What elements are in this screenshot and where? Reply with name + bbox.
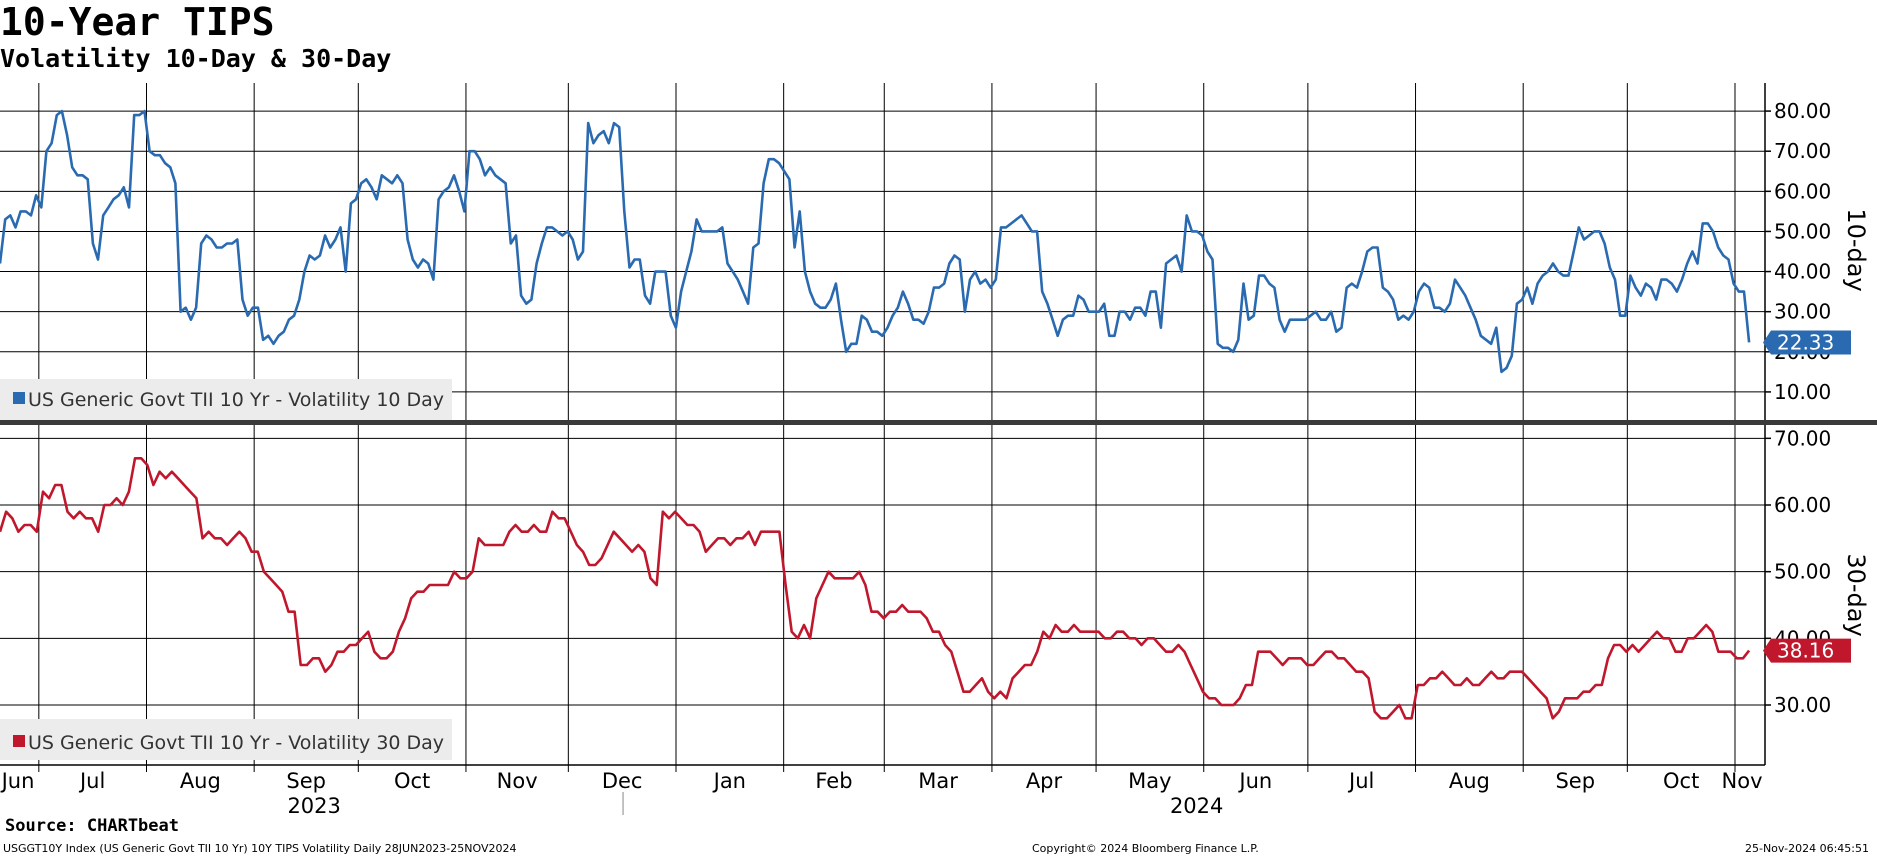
x-month-label: Nov: [1722, 769, 1763, 793]
top-y-tick-label: 60.00: [1774, 179, 1831, 203]
top-y-tick-label: 50.00: [1774, 219, 1831, 243]
x-axis: Jun Jul Aug Sep Oct Nov Dec Jan Feb Mar Apr May Jun J…: [0, 765, 1763, 818]
x-month-label: Feb: [815, 769, 852, 793]
top-y-tick-label: 40.00: [1774, 260, 1831, 284]
chart-area: US Generic Govt TII 10 Yr - Volatility 1…: [0, 83, 1877, 818]
x-month-label: Jul: [1347, 769, 1374, 793]
bottom-vertical-gridlines: [38, 425, 1736, 765]
bottom-y-tick-label: 70.00: [1774, 426, 1831, 450]
top-last-value-badge: 22.33: [1763, 330, 1851, 355]
x-year-label: 2023: [287, 794, 340, 818]
x-month-label: Oct: [394, 769, 430, 793]
x-month-label: Aug: [180, 769, 221, 793]
top-legend-background: [0, 379, 452, 420]
bottom-series-line: [0, 456, 1751, 720]
bottom-y-tick-label: 30.00: [1774, 693, 1831, 717]
panel-separator: [0, 420, 1877, 425]
top-y-axis-label: 10-day: [1842, 208, 1870, 291]
x-month-label: Jan: [712, 769, 746, 793]
copyright-note: Copyright© 2024 Bloomberg Finance L.P.: [1032, 842, 1259, 855]
bottom-legend-background: [0, 719, 452, 760]
top-legend: US Generic Govt TII 10 Yr - Volatility 1…: [0, 379, 452, 420]
top-y-tick-label: 70.00: [1774, 139, 1831, 163]
x-month-label: Aug: [1449, 769, 1490, 793]
x-month-label: Oct: [1663, 769, 1699, 793]
top-last-value-badge-shape: [1763, 330, 1851, 355]
bottom-horizontal-gridlines: [0, 437, 1765, 706]
source-note: Source: CHARTbeat: [5, 816, 179, 836]
bottom-y-tick-label: 50.00: [1774, 560, 1831, 584]
top-last-value-badge-text: 22.33: [1777, 330, 1834, 354]
top-panel: US Generic Govt TII 10 Yr - Volatility 1…: [0, 83, 1870, 421]
bottom-legend: US Generic Govt TII 10 Yr - Volatility 3…: [0, 719, 452, 760]
chart-subtitle: Volatility 10-Day & 30-Day: [0, 44, 392, 73]
top-series-line: [0, 109, 1751, 374]
x-month-label: Apr: [1026, 769, 1063, 793]
ticker-description: USGGT10Y Index (US Generic Govt TII 10 Y…: [3, 842, 517, 855]
bottom-panel: US Generic Govt TII 10 Yr - Volatility 3…: [0, 425, 1870, 765]
x-month-label: Sep: [286, 769, 326, 793]
chart-title: 10-Year TIPS: [0, 0, 275, 44]
x-month-label: May: [1128, 769, 1171, 793]
timestamp: 25-Nov-2024 06:45:51: [1744, 842, 1869, 855]
bottom-y-tick-label: 60.00: [1774, 493, 1831, 517]
x-month-label: Sep: [1555, 769, 1595, 793]
top-vertical-gridlines: [38, 83, 1736, 420]
x-month-label: Mar: [918, 769, 958, 793]
x-month-label: Jun: [0, 769, 34, 793]
top-legend-swatch: [13, 392, 25, 404]
top-legend-label: US Generic Govt TII 10 Yr - Volatility 1…: [28, 389, 444, 411]
top-y-tick-label: 80.00: [1774, 99, 1831, 123]
x-month-label: Dec: [602, 769, 643, 793]
bottom-last-value-badge-text: 38.16: [1777, 639, 1834, 663]
bottom-legend-swatch: [13, 735, 25, 747]
x-month-label: Jun: [1237, 769, 1272, 793]
bottom-last-value-badge: 38.16: [1763, 638, 1851, 663]
bottom-y-axis-label: 30-day: [1842, 553, 1870, 636]
bottom-legend-label: US Generic Govt TII 10 Yr - Volatility 3…: [28, 732, 444, 754]
x-month-label: Nov: [497, 769, 538, 793]
top-y-tick-label: 30.00: [1774, 300, 1831, 324]
top-y-tick-label: 10.00: [1774, 380, 1831, 404]
top-plot-background: [0, 83, 1765, 421]
x-month-label: Jul: [78, 769, 105, 793]
x-year-label: 2024: [1170, 794, 1223, 818]
bottom-last-value-badge-shape: [1763, 638, 1851, 663]
